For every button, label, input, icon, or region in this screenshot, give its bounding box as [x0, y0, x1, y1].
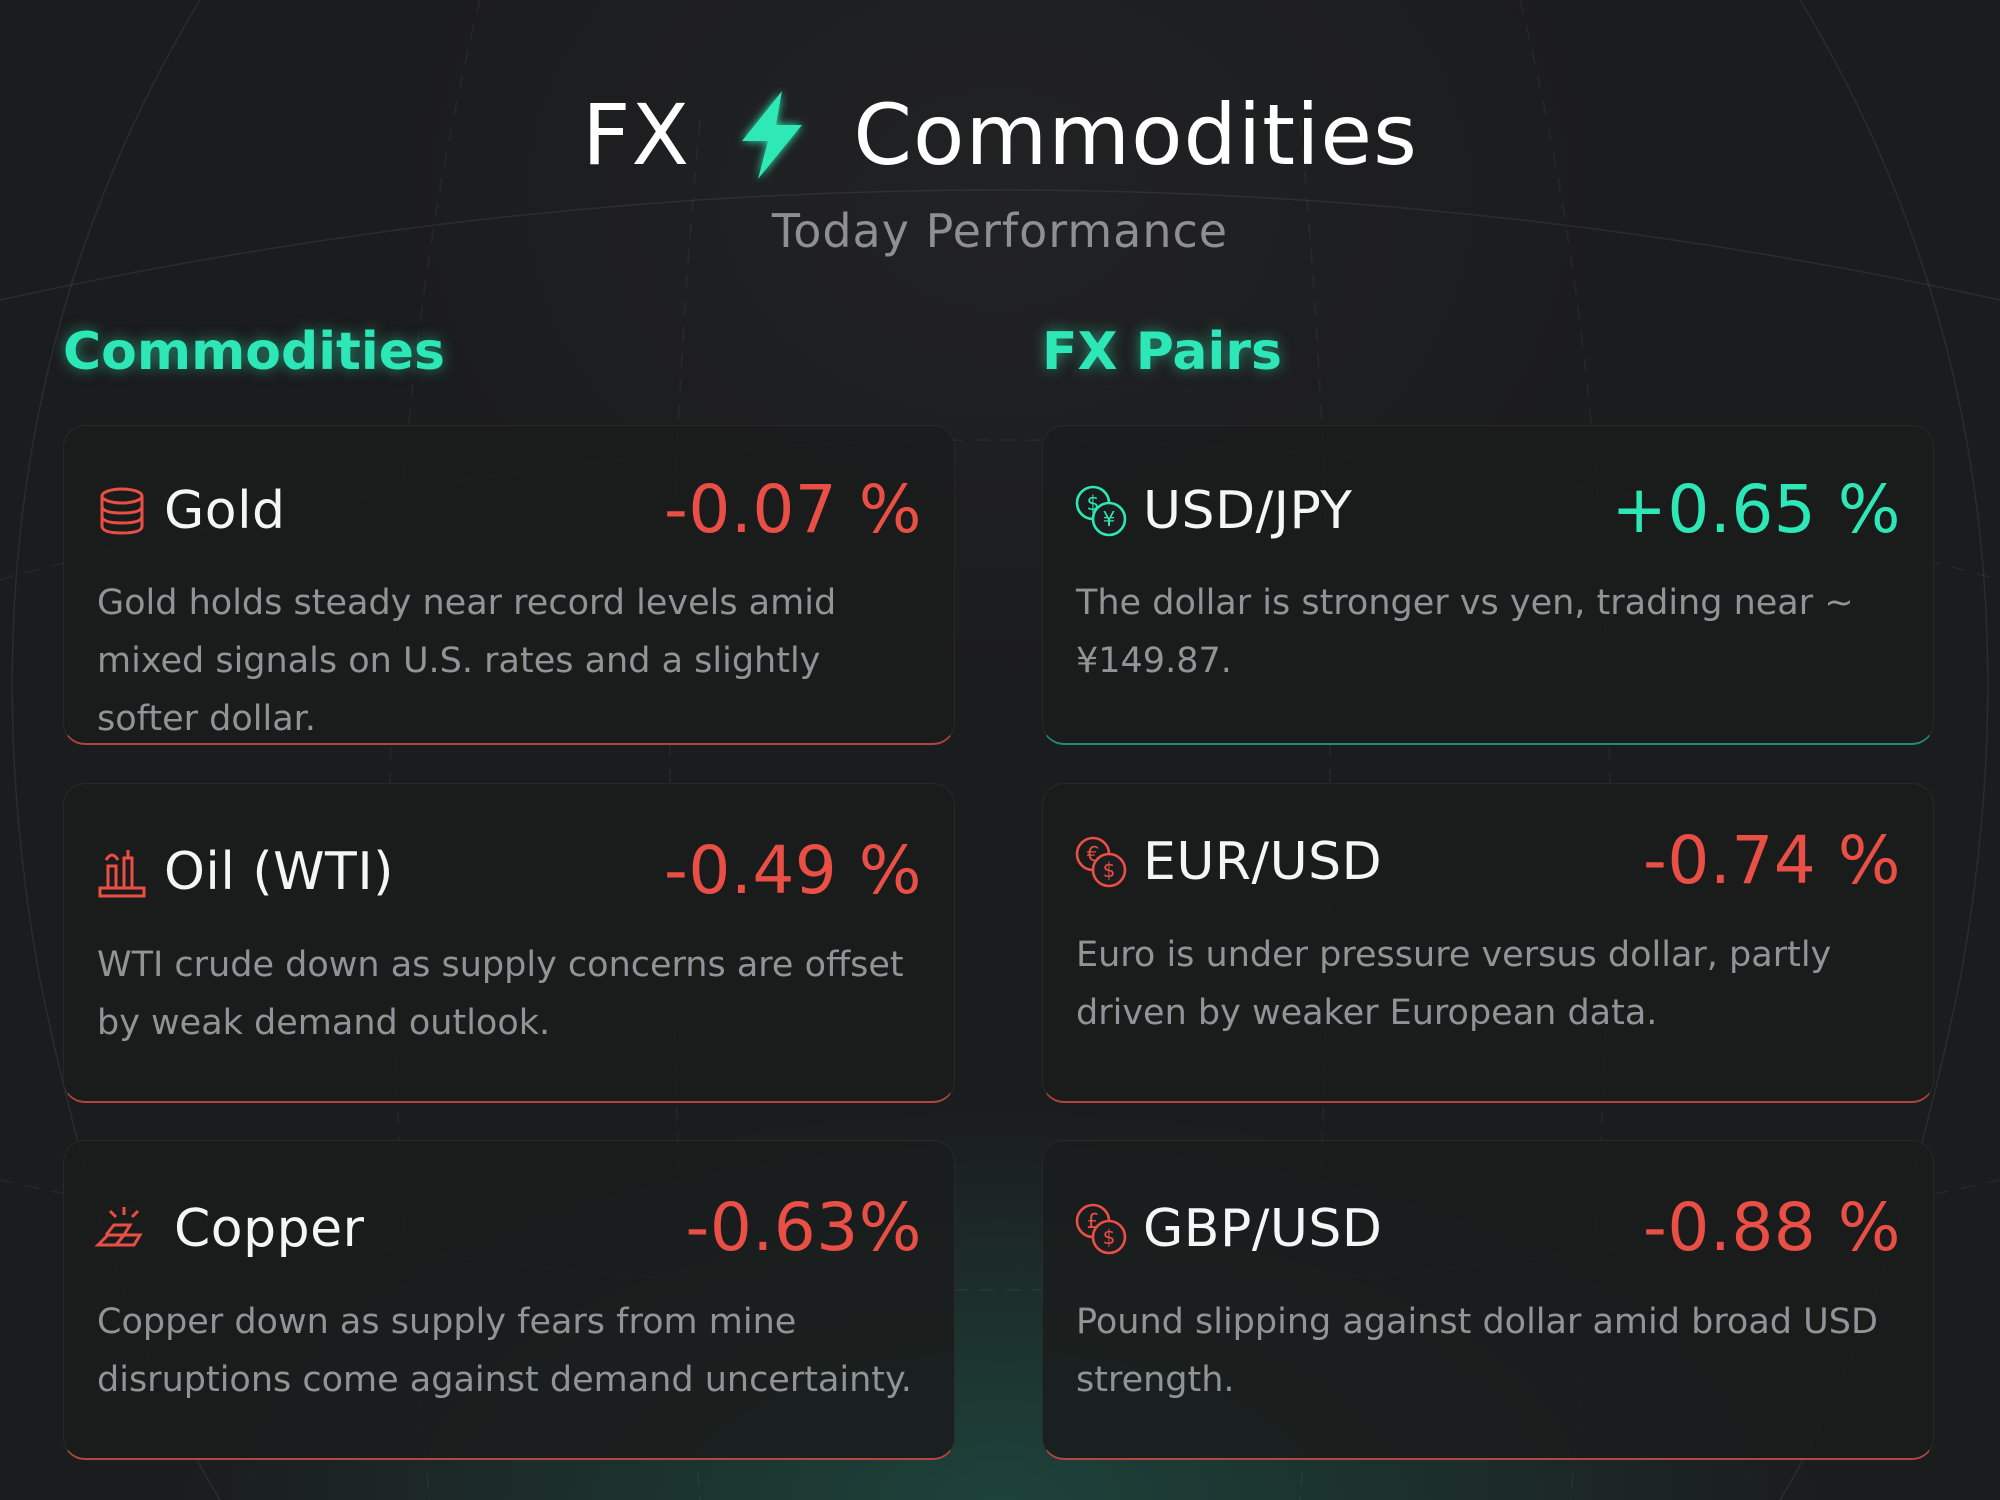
card-title: EUR/USD [1143, 832, 1383, 892]
card-description: Gold holds steady near record levels ami… [97, 583, 837, 739]
svg-text:€: € [1087, 842, 1100, 866]
section-title-commodities: Commodities [63, 322, 445, 382]
title-fx: FX [582, 86, 690, 185]
card-description: Copper down as supply fears from mine di… [97, 1302, 912, 1400]
card-title: GBP/USD [1143, 1199, 1383, 1259]
title-commodities: Commodities [853, 86, 1418, 185]
card-eur-usd[interactable]: € $ EUR/USD -0.74 % Euro is under pressu… [1042, 783, 1934, 1103]
page-subtitle: Today Performance [771, 204, 1229, 258]
section-title-fx-pairs: FX Pairs [1042, 322, 1282, 382]
svg-text:$: $ [1087, 491, 1100, 515]
card-title: Gold [164, 481, 286, 541]
card-header: £ $ GBP/USD -0.88 % [1073, 1189, 1901, 1269]
card-title: USD/JPY [1143, 481, 1353, 541]
card-oil-wti[interactable]: Oil (WTI) -0.49 % WTI crude down as supp… [63, 783, 955, 1103]
pound-dollar-icon: £ $ [1075, 1203, 1127, 1255]
card-copper[interactable]: Copper -0.63% Copper down as supply fear… [63, 1140, 955, 1460]
euro-dollar-icon: € $ [1075, 836, 1127, 888]
card-title: Copper [174, 1199, 365, 1259]
card-header: € $ EUR/USD -0.74 % [1073, 822, 1901, 902]
change-value: -0.88 % [1643, 1189, 1901, 1266]
card-description: Euro is under pressure versus dollar, pa… [1076, 935, 1832, 1033]
oil-rig-icon [98, 850, 146, 898]
card-title: Oil (WTI) [164, 842, 394, 902]
lightning-bolt-icon [741, 91, 802, 180]
card-description: Pound slipping against dollar amid broad… [1076, 1302, 1878, 1400]
dollar-yen-icon: $ ¥ [1075, 485, 1127, 537]
card-header: Gold -0.07 % [94, 471, 922, 551]
change-value: -0.63% [685, 1189, 922, 1266]
card-description: WTI crude down as supply concerns are of… [97, 945, 904, 1043]
card-header: Oil (WTI) -0.49 % [94, 832, 922, 912]
svg-text:$: $ [1103, 1225, 1116, 1249]
svg-text:$: $ [1103, 858, 1116, 882]
card-header: Copper -0.63% [94, 1189, 922, 1269]
page-title: FX Commodities [0, 80, 2000, 184]
card-gold[interactable]: Gold -0.07 % Gold holds steady near reco… [63, 425, 955, 745]
change-value: +0.65 % [1611, 471, 1901, 548]
copper-bars-icon [94, 1207, 143, 1247]
card-gbp-usd[interactable]: £ $ GBP/USD -0.88 % Pound slipping again… [1042, 1140, 1934, 1460]
change-value: -0.49 % [664, 832, 922, 909]
change-value: -0.74 % [1643, 822, 1901, 899]
svg-text:£: £ [1087, 1209, 1100, 1233]
page-header: FX Commodities Today Performance [0, 70, 2000, 258]
card-header: $ ¥ USD/JPY +0.65 % [1073, 471, 1901, 551]
svg-text:¥: ¥ [1103, 507, 1116, 531]
gold-coins-icon [100, 487, 144, 535]
change-value: -0.07 % [664, 471, 922, 548]
card-usd-jpy[interactable]: $ ¥ USD/JPY +0.65 % The dollar is strong… [1042, 425, 1934, 745]
card-description: The dollar is stronger vs yen, trading n… [1076, 583, 1854, 681]
